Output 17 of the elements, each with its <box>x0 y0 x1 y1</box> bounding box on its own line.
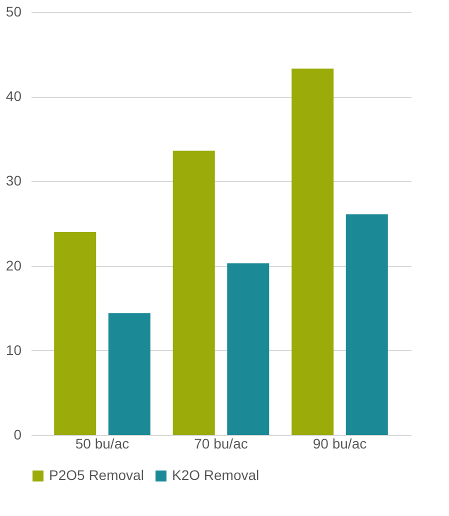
bar <box>346 214 388 435</box>
x-tick-label: 70 bu/ac <box>194 436 248 452</box>
y-tick-label: 20 <box>6 257 22 274</box>
x-tick-label: 50 bu/ac <box>75 436 130 452</box>
x-tick-label: 90 bu/ac <box>312 436 367 452</box>
bar <box>54 232 96 435</box>
legend-label: K2O Removal <box>172 467 260 483</box>
y-tick-label: 0 <box>14 426 22 442</box>
y-tick-label: 30 <box>6 172 22 189</box>
y-tick-label: 50 <box>6 4 22 20</box>
bar <box>227 263 270 435</box>
bar <box>108 313 150 435</box>
bar <box>172 150 215 435</box>
y-tick-label: 40 <box>6 88 22 104</box>
y-tick-label: 10 <box>6 342 22 358</box>
bar <box>292 68 334 435</box>
legend-label: P2O5 Removal <box>49 467 144 483</box>
